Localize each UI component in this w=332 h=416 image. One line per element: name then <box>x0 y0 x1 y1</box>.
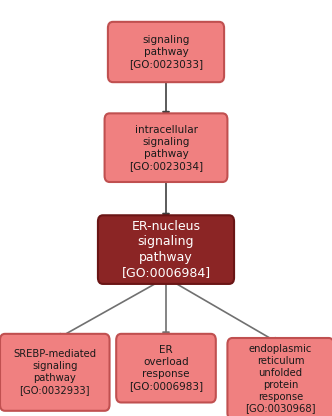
Text: endoplasmic
reticulum
unfolded
protein
response
[GO:0030968]: endoplasmic reticulum unfolded protein r… <box>245 344 316 414</box>
FancyBboxPatch shape <box>116 334 216 403</box>
Text: ER-nucleus
signaling
pathway
[GO:0006984]: ER-nucleus signaling pathway [GO:0006984… <box>122 220 210 280</box>
Text: ER
overload
response
[GO:0006983]: ER overload response [GO:0006983] <box>129 345 203 391</box>
FancyBboxPatch shape <box>227 338 332 416</box>
Text: intracellular
signaling
pathway
[GO:0023034]: intracellular signaling pathway [GO:0023… <box>129 125 203 171</box>
FancyBboxPatch shape <box>105 113 227 182</box>
FancyBboxPatch shape <box>108 22 224 82</box>
FancyBboxPatch shape <box>98 215 234 284</box>
Text: signaling
pathway
[GO:0023033]: signaling pathway [GO:0023033] <box>129 35 203 69</box>
Text: SREBP-mediated
signaling
pathway
[GO:0032933]: SREBP-mediated signaling pathway [GO:003… <box>13 349 96 395</box>
FancyBboxPatch shape <box>0 334 110 411</box>
